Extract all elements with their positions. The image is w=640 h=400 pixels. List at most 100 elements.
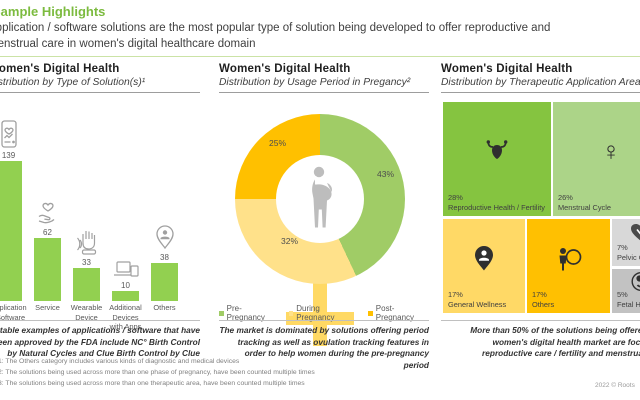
section-subheading: Distribution by Usage Period in Pregancy… [219,77,411,88]
section-divider [0,92,200,93]
header-divider [0,56,640,57]
bar-additional-devices [112,291,139,301]
pelvic-heart-icon [612,223,640,242]
section-solution-types: Women's Digital Health Distribution by T… [0,63,200,358]
section-heading: Women's Digital Health [441,63,573,75]
page-headline: Application / software solutions are the… [0,22,551,50]
legend-swatch [219,310,224,316]
slice-label-pre-pregnancy: 43% [377,169,395,179]
bar-group-additional-devices: 10 [106,260,145,301]
bar-application-software [0,161,22,301]
treemap-tile-menstrual-cycle: ♀ 26% Menstrual Cycle [553,102,640,216]
section-therapeutic-areas: Women's Digital Health Distribution by T… [441,63,640,358]
tile-name: Pelvic Care [617,253,640,263]
treemap-tile-others: 17% Others [527,219,610,313]
uterus-icon [443,140,551,162]
section-divider [219,92,429,93]
devices-with-apps-icon [112,260,140,278]
venus-symbol-crossbar [286,312,354,325]
tile-name: General Wellness [448,300,507,310]
bar-value: 139 [1,151,16,160]
legend-item-during-pregnancy: During Pregnancy [288,304,357,322]
page-title: Sample Highlights [0,4,106,19]
fetus-icon [612,271,640,292]
footnotes: 1: The Others category includes various … [0,357,315,390]
hand-heart-icon [35,199,61,225]
section-heading: Women's Digital Health [219,63,351,75]
section-note: Notable examples of applications / softw… [0,325,200,359]
legend-label: Pre-Pregnancy [226,304,265,322]
footnote-2: 2: The solutions being used across more … [0,368,315,376]
note-divider [441,320,640,321]
section-subheading: Distribution by Type of Solution(s)¹ [0,77,146,88]
footnote-3: 3: The solutions being used across more … [0,379,305,387]
bar-chart: 139 62 [0,101,186,301]
note-divider [219,320,429,321]
treemap-tile-fetal-health: 5% Fetal Health [612,269,640,313]
bar-wearable-device [73,268,100,301]
tile-percent: 5% [617,290,628,300]
tile-label: 17% Others [532,290,554,310]
footnote-1: 1: The Others category includes various … [0,358,240,365]
section-usage-period: Women's Digital Health Distribution by U… [219,63,429,370]
tile-name: Fetal Health [617,300,640,310]
section-note: The market is dominated by solutions off… [219,325,429,370]
tile-label: 17% General Wellness [448,290,506,310]
treemap-tile-reproductive-health: 28% Reproductive Health / Fertility [443,102,551,216]
tile-percent: 7% [617,243,628,253]
axis-label: Service [35,303,60,312]
section-heading: Women's Digital Health [0,63,120,75]
tile-label: 7% Pelvic Care [617,243,640,263]
bar-value: 33 [82,258,91,267]
tile-label: 28% Reproductive Health / Fertility [448,193,545,213]
axis-label: Additional Devices with Apps [109,303,142,332]
bar-axis-labels: Application / Software Service Wearable … [0,303,186,332]
axis-label: Application / Software [0,303,27,322]
tile-name: Others [532,300,555,310]
bar-service [34,238,61,301]
bar-value: 38 [160,253,169,262]
tile-label: 26% Menstrual Cycle [558,193,611,213]
legend-swatch [368,310,373,316]
note-divider [0,320,200,321]
bar-group-application-software: 139 [0,120,28,301]
mobile-app-icon [0,120,20,148]
tile-percent: 17% [532,290,547,300]
female-symbol-icon: ♀ [601,136,621,166]
tile-percent: 28% [448,193,463,203]
wearable-hand-icon [75,227,99,255]
wellness-pin-icon [443,245,525,272]
legend-swatch [288,310,294,316]
tile-percent: 17% [448,290,463,300]
treemap: 28% Reproductive Health / Fertility ♀ 26… [443,102,640,314]
tile-label: 5% Fetal Health [617,290,640,310]
section-note: More than 50% of the solutions being off… [470,325,640,359]
person-search-icon [527,247,610,271]
bar-group-others: 38 [145,225,184,301]
bar-group-wearable-device: 33 [67,227,106,301]
pregnant-woman-icon [303,166,337,233]
legend-item-post-pregnancy: Post-Pregnancy [368,304,429,322]
donut-legend: Pre-Pregnancy During Pregnancy Post-Preg… [219,304,429,322]
bar-group-service: 62 [28,199,67,301]
axis-label: Wearable Device [70,303,103,322]
legend-label: During Pregnancy [296,304,335,322]
bar-value: 10 [121,281,130,290]
slice-label-during-pregnancy: 32% [281,236,299,246]
bar-others [151,263,178,301]
tile-name: Menstrual Cycle [558,203,611,213]
legend-label: Post-Pregnancy [375,304,415,322]
axis-label: Others [153,303,176,312]
bar-value: 62 [43,228,52,237]
slice-label-post-pregnancy: 25% [269,138,287,148]
tile-name: Reproductive Health / Fertility [448,203,545,213]
section-divider [441,92,640,93]
legend-item-pre-pregnancy: Pre-Pregnancy [219,304,277,322]
treemap-tile-general-wellness: 17% General Wellness [443,219,525,313]
copyright: 2022 © Roots [595,382,635,389]
donut-hole [276,155,364,243]
section-subheading: Distribution by Therapeutic Application … [441,77,640,88]
treemap-tile-pelvic-care: 7% Pelvic Care [612,219,640,266]
person-pin-icon [155,225,175,250]
